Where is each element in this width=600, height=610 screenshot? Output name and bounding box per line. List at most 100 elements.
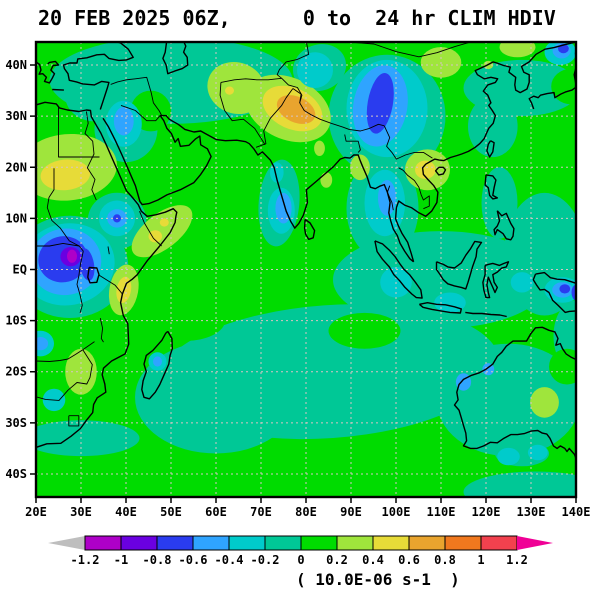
lat-tick-label: 40S [5, 467, 27, 481]
country-border [255, 88, 294, 148]
field-region [527, 444, 548, 461]
colorbar-tick-label: -0.4 [215, 553, 244, 567]
coastline [141, 330, 173, 400]
coastline [418, 302, 462, 314]
coastline [36, 60, 60, 84]
lat-tick-label: 20S [5, 365, 27, 379]
colorbar-tick-label: 0.2 [326, 553, 348, 567]
colorbar-segment [156, 535, 194, 551]
country-border [349, 42, 471, 58]
colorbar-tick-label: -0.8 [143, 553, 172, 567]
country-border [99, 318, 104, 343]
lon-tick-label: 70E [250, 505, 272, 519]
coastline [87, 266, 100, 284]
country-border [58, 107, 100, 158]
colorbar-above-arrow [517, 536, 553, 550]
lon-tick-label: 80E [295, 505, 317, 519]
colorbar-segment [120, 535, 158, 551]
axis-labels: 40N 30N 20N 10N EQ 10S 20S 30S 40S 20E 30E 40E 50E 60… [5, 58, 590, 519]
colorbar-segment [264, 535, 302, 551]
field-region [497, 447, 520, 466]
country-border [120, 104, 161, 122]
country-border [276, 42, 310, 79]
country-border [383, 125, 433, 160]
field-region [378, 180, 396, 216]
coastline [62, 42, 134, 110]
field-region [415, 160, 436, 179]
country-border [110, 76, 163, 117]
coastline [303, 218, 316, 240]
lon-tick-label: 140E [562, 505, 591, 519]
coastline [532, 271, 576, 314]
coastline [52, 88, 64, 91]
coastline [435, 240, 483, 290]
lon-tick-label: 120E [472, 505, 501, 519]
lon-tick-label: 50E [160, 505, 182, 519]
coastline [493, 210, 515, 241]
lon-tick-label: 100E [382, 505, 411, 519]
colorbar-tick-label: 0.4 [362, 553, 384, 567]
field-region [499, 42, 536, 58]
colorbar: -1.2 -1 -0.8 -0.6 -0.4 -0.2 0 0.2 0.4 0.6 0.8 1 1.2 [48, 535, 553, 567]
colorbar-segment [336, 535, 374, 551]
colorbar-tick-label: 0 [297, 553, 304, 567]
colorbar-tick-label: -1 [114, 553, 128, 567]
country-border [386, 185, 394, 211]
colorbar-tick-label: -0.6 [179, 553, 208, 567]
country-border [220, 77, 282, 83]
country-border [36, 242, 80, 247]
country-border [398, 167, 430, 210]
lat-tick-label: 20N [5, 160, 27, 174]
country-border [77, 286, 83, 314]
colorbar-units-label: ( 10.0E-06 s-1 ) [296, 570, 460, 589]
field-region [144, 300, 225, 341]
colorbar-segment [408, 535, 446, 551]
lat-tick-label: 40N [5, 58, 27, 72]
colorbar-tick-label: 0.8 [434, 553, 456, 567]
coastline [486, 140, 495, 158]
field-region [297, 52, 333, 89]
field-region [225, 86, 234, 95]
field-region [463, 471, 576, 497]
field-region [333, 231, 549, 329]
lat-tick-label: 10S [5, 314, 27, 328]
colorbar-tick-label: 0.6 [398, 553, 420, 567]
coastline [453, 326, 576, 459]
plot-title: 20 FEB 2025 06Z, 0 to 24 hr CLIM HDIV [38, 6, 556, 30]
grid-layer [36, 42, 576, 497]
field-region [510, 272, 534, 293]
country-border [84, 111, 97, 201]
country-border [46, 168, 84, 252]
coastline [394, 61, 506, 262]
colorbar-segment [372, 535, 410, 551]
coastline-layer [36, 42, 576, 459]
lat-tick-label: EQ [13, 263, 27, 277]
field-region [148, 230, 163, 243]
coastline [253, 148, 415, 263]
lon-tick-label: 110E [427, 505, 456, 519]
field-region [113, 106, 134, 136]
field-region [328, 312, 401, 349]
coastline [482, 261, 510, 299]
field-region [159, 218, 169, 227]
country-border [36, 349, 93, 401]
country-border [281, 77, 303, 103]
field-region [559, 284, 571, 294]
field-region [314, 140, 325, 156]
field-region [468, 95, 518, 158]
colorbar-segment [300, 535, 338, 551]
coastline [505, 42, 575, 94]
field-region [36, 420, 140, 457]
coastline [36, 101, 178, 449]
coastline [465, 311, 507, 318]
field-region [549, 348, 576, 385]
field-region [320, 172, 333, 188]
colorbar-segment [444, 535, 482, 551]
coastline [162, 42, 189, 75]
coastline [374, 240, 423, 299]
country-border [107, 246, 110, 255]
field-region [366, 72, 394, 134]
country-border [98, 274, 123, 295]
field-region [551, 68, 576, 105]
